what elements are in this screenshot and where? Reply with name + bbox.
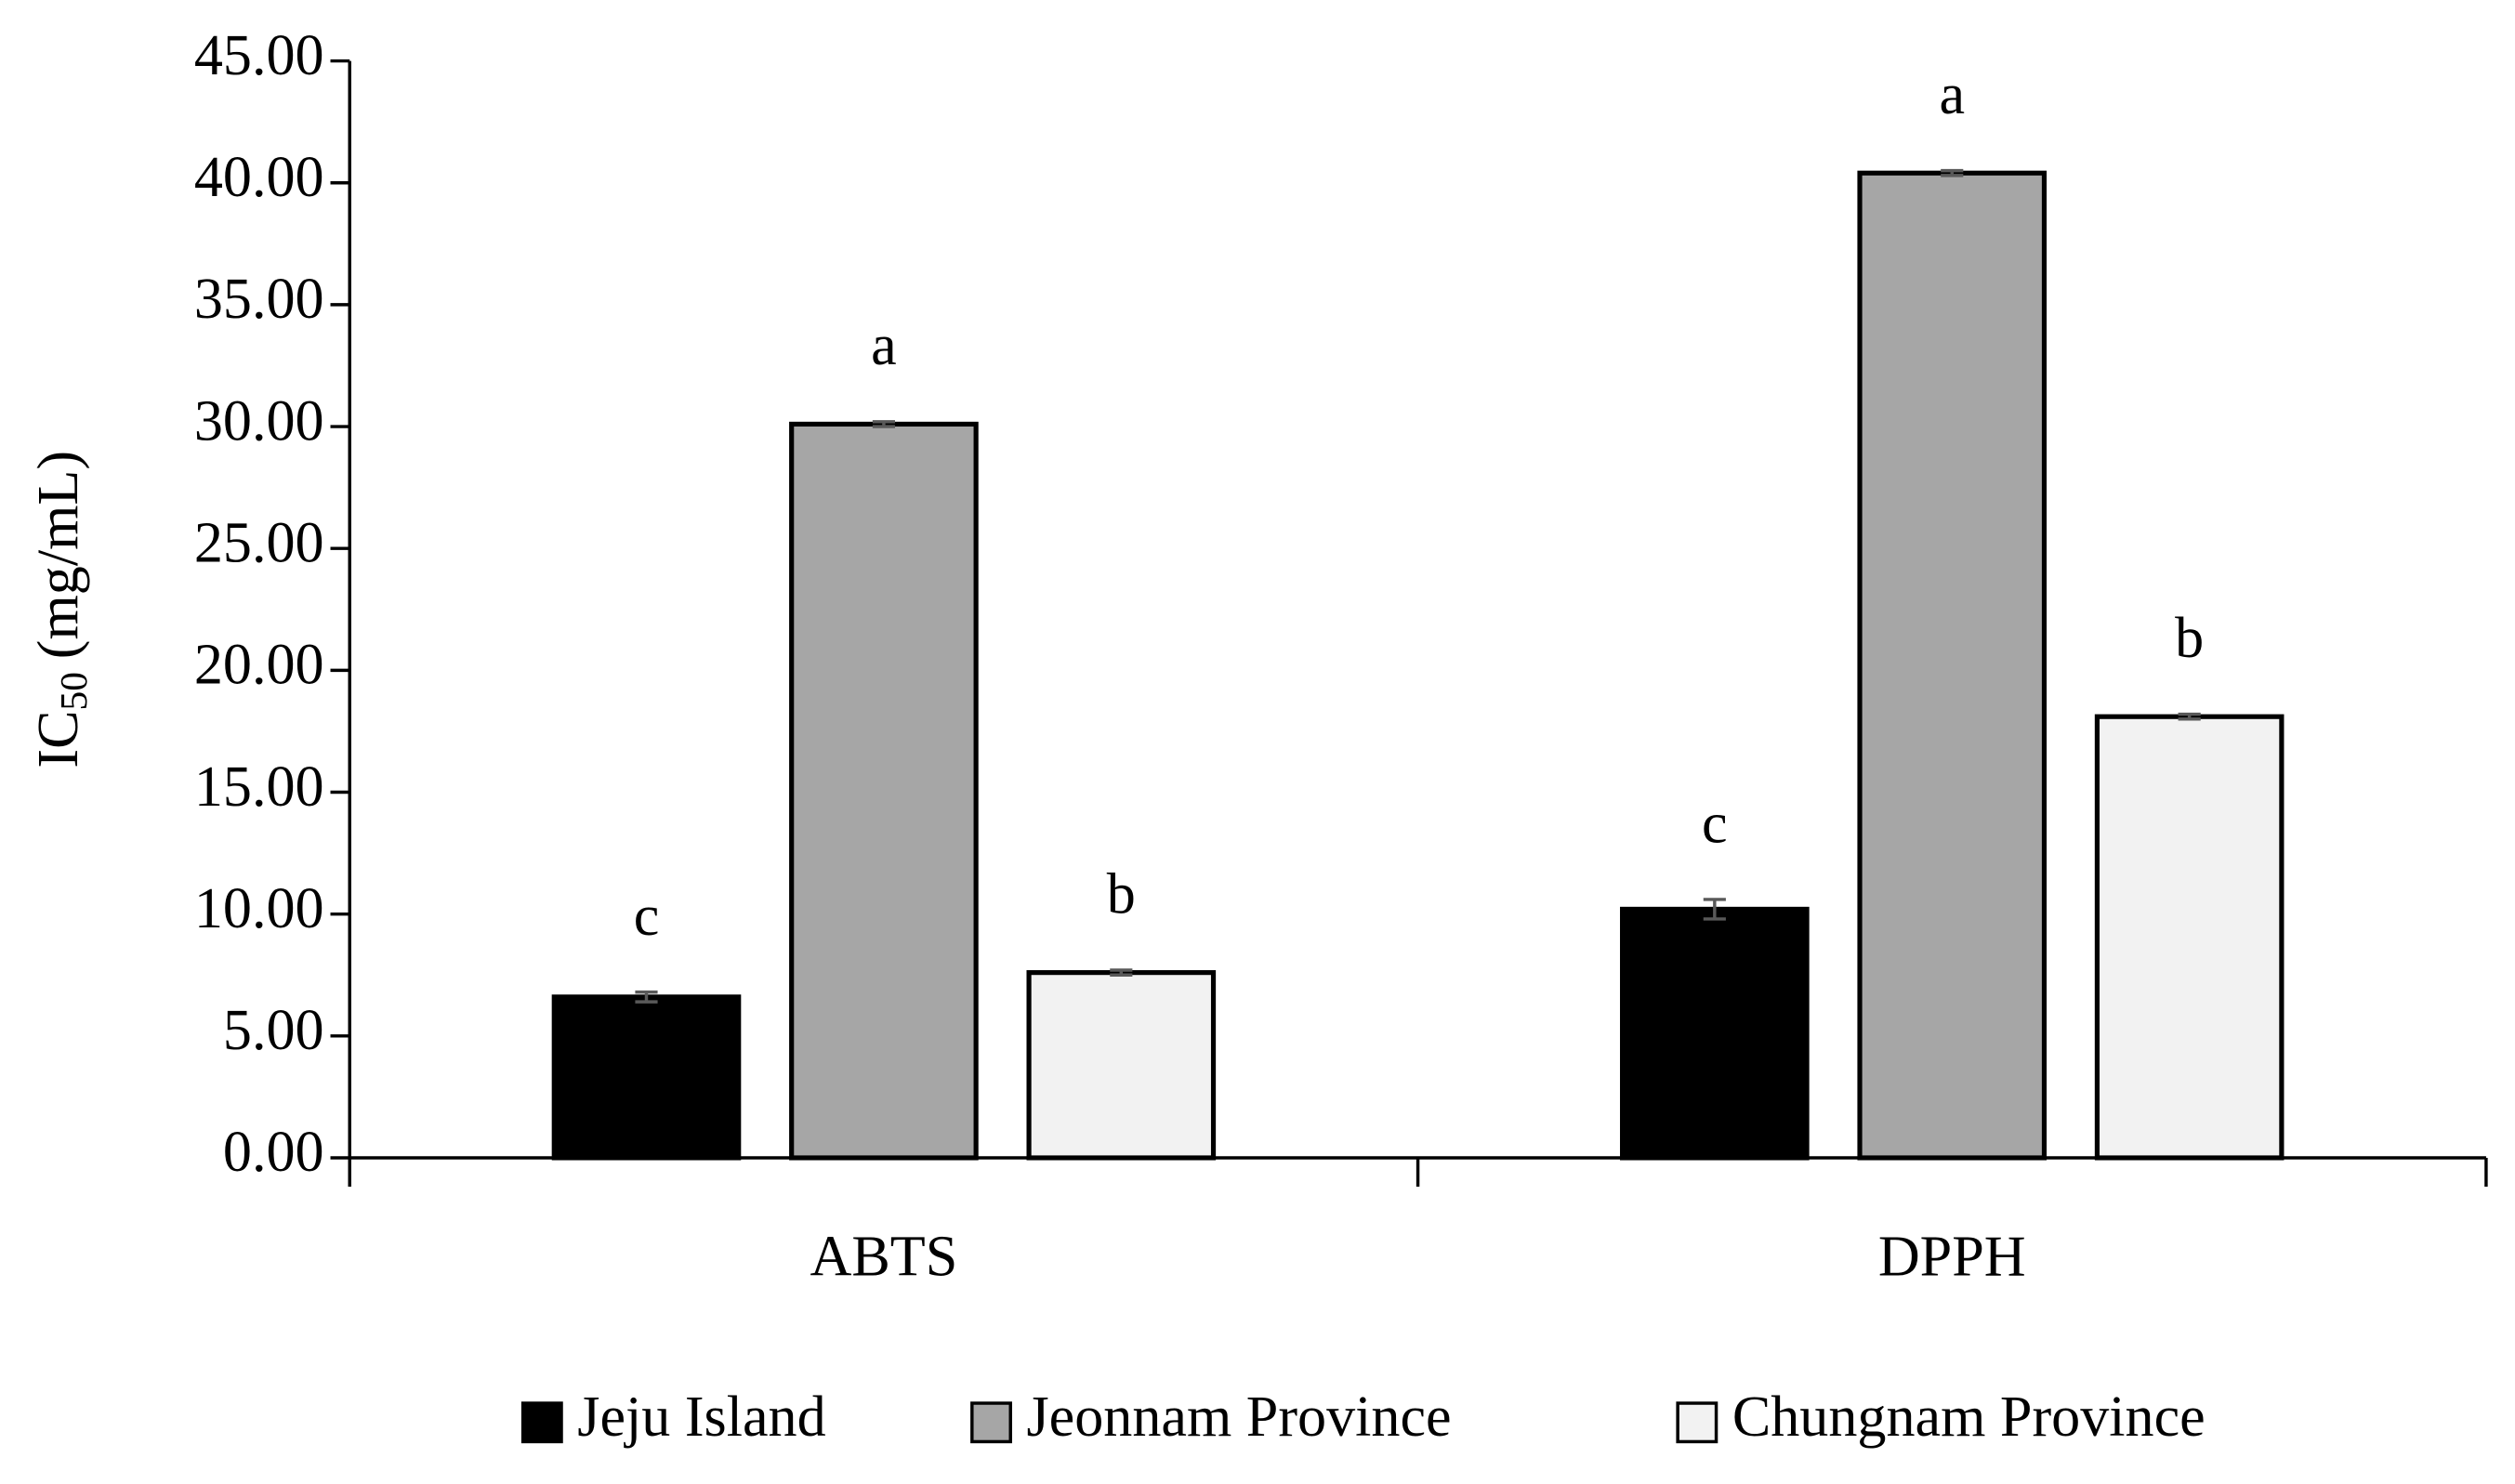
legend-label: Jeonnam Province	[1026, 1386, 1451, 1449]
legend-swatch	[1676, 1401, 1718, 1444]
bar	[1026, 970, 1217, 1161]
legend-swatch	[970, 1401, 1012, 1444]
bar	[1857, 170, 2048, 1161]
legend-label: Jeju Island	[577, 1386, 825, 1449]
legend-label: Chungnam Province	[1732, 1386, 2206, 1449]
significance-label: c	[1702, 792, 1728, 855]
bar	[789, 421, 979, 1161]
significance-label: a	[1939, 63, 1965, 126]
bar	[1620, 906, 1810, 1161]
significance-label: c	[634, 885, 660, 948]
x-tick-label: ABTS	[810, 1225, 958, 1288]
y-tick-label: 25.00	[194, 511, 324, 574]
y-axis-label: IC50 (mg/mL)	[27, 451, 94, 768]
y-tick-label: 40.00	[194, 146, 324, 209]
y-label-rest: (mg/mL)	[27, 451, 90, 659]
y-tick-label: 15.00	[194, 755, 324, 819]
y-label-main: IC	[27, 710, 90, 768]
x-tick-label: DPPH	[1878, 1225, 2026, 1288]
significance-label: a	[871, 314, 897, 377]
legend-swatch	[520, 1401, 563, 1444]
y-tick-label: 10.00	[194, 877, 324, 940]
significance-label: b	[1107, 862, 1136, 926]
y-tick-label: 20.00	[194, 634, 324, 697]
significance-label: b	[2175, 607, 2204, 670]
y-tick-label: 30.00	[194, 389, 324, 453]
bar	[2094, 714, 2285, 1161]
y-tick-label: 0.00	[223, 1121, 324, 1184]
y-tick-label: 35.00	[194, 268, 324, 331]
bar	[551, 994, 742, 1161]
y-label-sub: 50	[51, 672, 94, 710]
y-tick-label: 5.00	[223, 999, 324, 1062]
y-tick-label: 45.00	[194, 24, 324, 87]
